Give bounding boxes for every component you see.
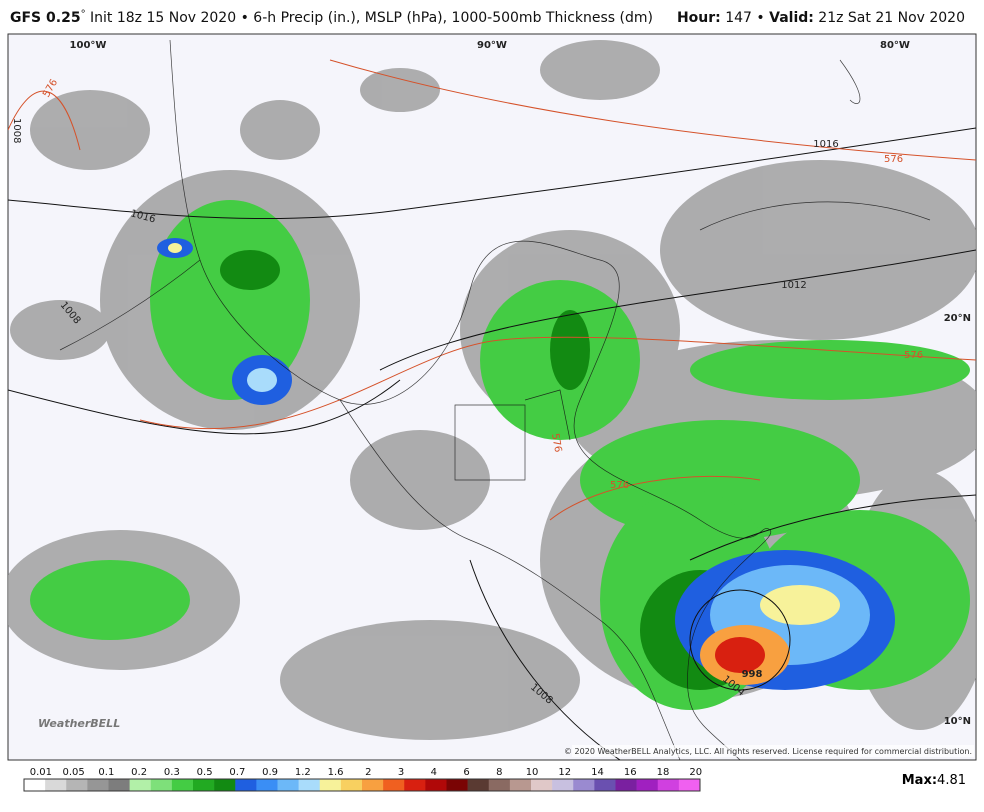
pressure-label: 1012	[781, 280, 806, 291]
legend-swatch	[340, 779, 363, 791]
copyright: © 2020 WeatherBELL Analytics, LLC. All r…	[564, 747, 972, 756]
legend-swatch	[657, 779, 680, 791]
max-label: Max:	[902, 773, 937, 788]
legend-swatch	[552, 779, 574, 791]
legend-swatch	[45, 779, 67, 791]
thickness-label: 576	[549, 433, 563, 454]
legend-swatch	[24, 779, 46, 791]
thickness-label: 576	[904, 350, 923, 361]
legend-label: 0.1	[98, 767, 114, 778]
header-title: GFS 0.25° Init 18z 15 Nov 2020 • 6-h Pre…	[10, 9, 653, 26]
legend-swatch	[298, 779, 321, 791]
legend-swatch	[446, 779, 468, 791]
legend-swatch	[193, 779, 215, 791]
legend-swatch	[573, 779, 595, 791]
legend-label: 0.2	[131, 767, 147, 778]
legend-swatch	[256, 779, 278, 791]
legend-swatch	[594, 779, 616, 791]
legend-swatch	[171, 779, 194, 791]
legend-label: 3	[398, 767, 404, 778]
legend: 0.01 0.05 0.1 0.2 0.3 0.5 0.7 0.9 1.2 1.6 2 3 4 6 8 10 1…	[23, 767, 702, 792]
degree: °	[81, 9, 86, 20]
legend-swatch	[277, 779, 299, 791]
legend-swatch	[362, 779, 384, 791]
legend-label: 14	[591, 767, 604, 778]
legend-label: 8	[496, 767, 502, 778]
map: 100°W 90°W 80°W 20°N 10°N 576 576 576 57…	[7, 33, 977, 761]
legend-swatch	[108, 779, 130, 791]
legend-label: 6	[463, 767, 469, 778]
legend-swatch	[150, 779, 173, 791]
legend-label: 0.3	[164, 767, 180, 778]
latitude-label: 10°N	[944, 716, 971, 727]
legend-label: 4	[431, 767, 437, 778]
legend-label: 10	[526, 767, 539, 778]
legend-label: 0.7	[229, 767, 245, 778]
legend-label: 0.05	[63, 767, 85, 778]
pressure-label: 998	[742, 669, 763, 680]
legend-swatch	[87, 779, 109, 791]
legend-label: 2	[365, 767, 371, 778]
legend-frame	[23, 778, 701, 792]
legend-swatch	[636, 779, 659, 791]
legend-label: 20	[689, 767, 702, 778]
longitude-label: 80°W	[880, 40, 910, 51]
longitude-label: 90°W	[477, 40, 507, 51]
legend-label: 1.2	[295, 767, 311, 778]
legend-swatch	[66, 779, 88, 791]
legend-label: 12	[558, 767, 571, 778]
legend-label: 0.01	[30, 767, 52, 778]
hour: 147 •	[721, 10, 769, 26]
legend-label: 0.9	[262, 767, 278, 778]
legend-label: 16	[624, 767, 637, 778]
contours	[8, 39, 976, 760]
legend-swatch	[467, 779, 490, 791]
legend-label: 18	[657, 767, 670, 778]
description: Init 18z 15 Nov 2020 • 6-h Precip (in.),…	[86, 10, 653, 26]
valid-label: Valid:	[769, 10, 814, 26]
legend-swatch	[319, 779, 342, 791]
max: 4.81	[937, 773, 966, 788]
legend-label: 1.6	[328, 767, 344, 778]
logo: WeatherBELL	[38, 717, 120, 730]
legend-swatch	[615, 779, 637, 791]
legend-swatch	[425, 779, 447, 791]
legend-swatch	[531, 779, 553, 791]
latitude-label: 20°N	[944, 313, 971, 324]
legend-swatch	[129, 779, 152, 791]
legend-swatch	[235, 779, 257, 791]
pressure-label: 1016	[813, 139, 838, 150]
thickness-label: 576	[884, 154, 903, 165]
longitude-label: 100°W	[70, 40, 107, 51]
model: GFS 0.25	[10, 10, 81, 26]
legend-label: 0.5	[197, 767, 213, 778]
legend-swatch	[214, 779, 236, 791]
hour-label: Hour:	[677, 10, 721, 26]
legend-swatch	[404, 779, 426, 791]
header-valid: Hour: 147 • Valid: 21z Sat 21 Nov 2020	[677, 10, 965, 26]
legend-swatch	[488, 779, 511, 791]
legend-swatch	[383, 779, 405, 791]
valid: 21z Sat 21 Nov 2020	[814, 10, 965, 26]
pressure-label: 1008	[11, 118, 22, 143]
legend-swatch	[509, 779, 532, 791]
legend-swatch	[678, 779, 701, 791]
max-value: Max:4.81	[902, 773, 966, 788]
thickness-label: 576	[610, 480, 629, 491]
